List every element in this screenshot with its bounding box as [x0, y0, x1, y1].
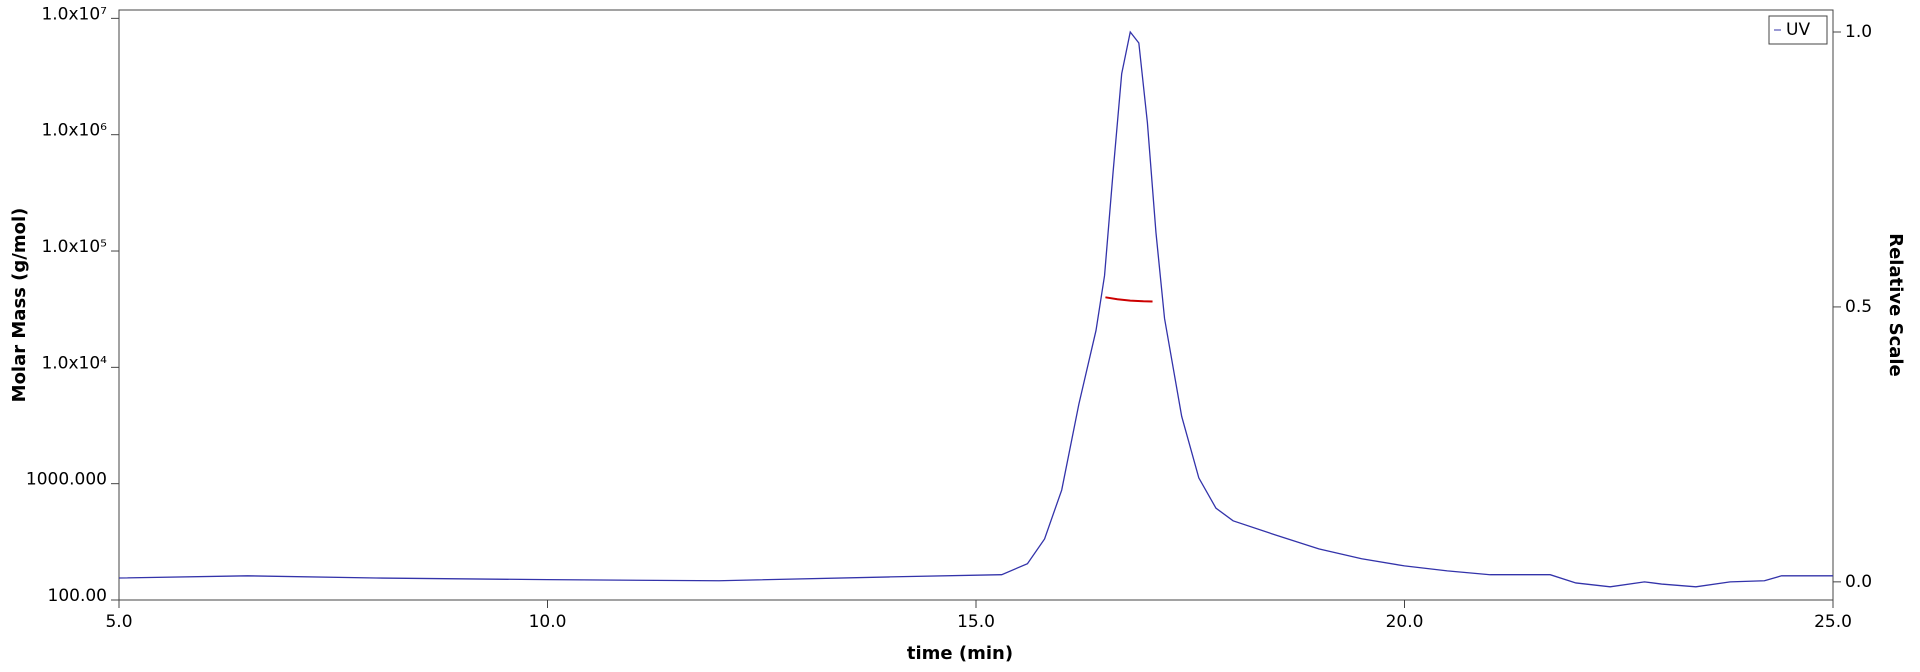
x-axis-label: time (min): [907, 643, 1013, 664]
y-tick-label: 1.0x10⁷: [41, 4, 107, 24]
y-axis-label: Molar Mass (g/mol): [9, 208, 30, 403]
x-tick-label: 25.0: [1814, 612, 1852, 632]
x-tick-label: 5.0: [105, 612, 132, 632]
series-line: [1105, 296, 1153, 303]
y2-axis-label: Relative Scale: [1885, 233, 1906, 377]
y-tick-label: 1000.000: [26, 470, 107, 490]
y2-tick-label: 0.0: [1845, 572, 1872, 592]
series-line: [118, 30, 1833, 588]
legend-label: UV: [1786, 20, 1810, 40]
x-tick-label: 15.0: [957, 612, 995, 632]
y-tick-label: 1.0x10⁵: [41, 237, 107, 257]
y2-tick-label: 0.5: [1845, 297, 1872, 317]
y-tick-label: 1.0x10⁶: [41, 121, 107, 141]
y-tick-label: 100.00: [48, 586, 107, 606]
y2-tick-label: 1.0: [1845, 22, 1872, 42]
y-tick-label: 1.0x10⁴: [41, 353, 107, 373]
x-tick-label: 10.0: [529, 612, 567, 632]
plot-frame: [118, 9, 1834, 601]
x-tick-label: 20.0: [1386, 612, 1424, 632]
